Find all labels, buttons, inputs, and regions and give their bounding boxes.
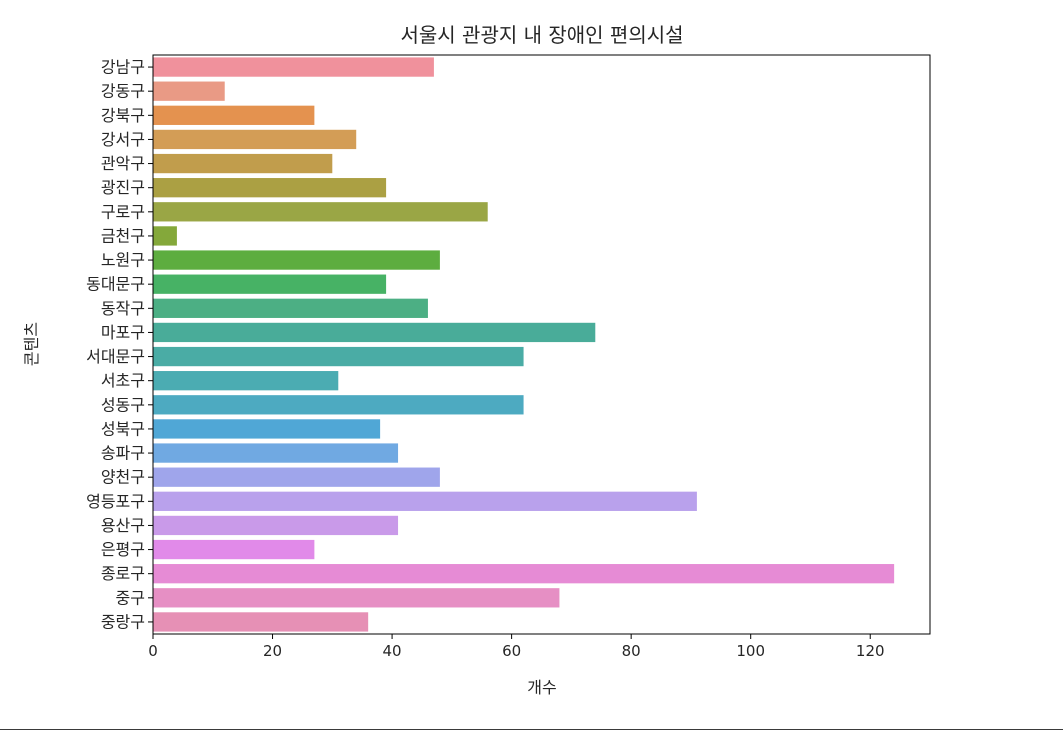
y-tick-label: 송파구 (101, 444, 145, 463)
y-tick-label: 관악구 (101, 154, 145, 173)
bar (153, 81, 225, 101)
y-tick-label: 노원구 (101, 251, 145, 270)
bar (153, 467, 440, 487)
bar (153, 395, 524, 415)
y-tick-label: 중랑구 (101, 612, 145, 631)
y-tick-label: 강남구 (101, 58, 145, 77)
x-tick-label: 100 (736, 642, 765, 660)
bar (153, 226, 177, 246)
bar (153, 202, 488, 222)
y-tick-label: 종로구 (101, 564, 145, 583)
y-tick-label: 성동구 (101, 395, 145, 414)
y-axis-label: 콘텐츠 (22, 322, 41, 366)
bar (153, 57, 434, 77)
y-tick-label: 영등포구 (86, 492, 145, 511)
bottom-divider (0, 729, 1063, 730)
x-tick-label: 120 (856, 642, 885, 660)
bar (153, 419, 381, 439)
y-tick-label: 강서구 (101, 130, 145, 149)
y-tick-label: 강북구 (101, 106, 145, 125)
bar (153, 178, 387, 198)
bar (153, 443, 399, 463)
bar (153, 588, 560, 608)
bar (153, 491, 697, 511)
bar (153, 612, 369, 632)
x-tick-label: 80 (622, 642, 641, 660)
bars-group (153, 57, 895, 632)
y-tick-label: 성북구 (101, 419, 145, 438)
y-tick-label: 은평구 (101, 540, 145, 559)
bar (153, 129, 357, 150)
bar (153, 346, 524, 367)
x-axis-label: 개수 (527, 678, 556, 697)
bar (153, 105, 315, 125)
chart-title: 서울시 관광지 내 장애인 편의시설 (400, 23, 683, 47)
bar (153, 371, 339, 391)
plot-frame (152, 54, 931, 635)
bar (153, 250, 440, 270)
bar (153, 539, 315, 560)
y-tick-label: 양천구 (101, 468, 145, 487)
y-tick-label: 금천구 (101, 226, 145, 245)
y-tick-label: 마포구 (101, 323, 145, 342)
bar (153, 274, 387, 294)
y-tick-label: 동작구 (101, 299, 145, 318)
y-tick-label: 용산구 (101, 516, 145, 535)
x-tick-label: 20 (263, 642, 282, 660)
bar (153, 515, 399, 536)
y-tick-label: 동대문구 (86, 275, 145, 294)
y-axis-ticks: 강남구강동구강북구강서구관악구광진구구로구금천구노원구동대문구동작구마포구서대문… (86, 58, 153, 631)
y-tick-label: 중구 (116, 588, 145, 607)
x-axis-ticks: 0 20 40 60 80 100 120 (148, 634, 885, 660)
bar (153, 153, 333, 174)
y-tick-label: 광진구 (101, 178, 145, 197)
bar (153, 564, 895, 584)
x-tick-label: 60 (502, 642, 521, 660)
x-tick-label: 0 (148, 642, 158, 660)
y-tick-label: 강동구 (101, 82, 145, 101)
y-tick-label: 서대문구 (86, 347, 145, 366)
bar (153, 322, 596, 343)
y-tick-label: 서초구 (101, 371, 145, 390)
bar (153, 298, 428, 318)
x-tick-label: 40 (383, 642, 402, 660)
y-tick-label: 구로구 (101, 202, 145, 221)
